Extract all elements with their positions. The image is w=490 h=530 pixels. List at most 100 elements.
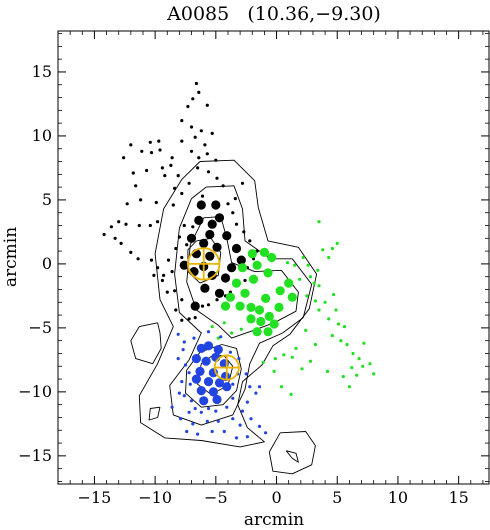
data-point-blue-large bbox=[196, 343, 206, 353]
data-point-green-small bbox=[273, 357, 277, 361]
data-point-green-small bbox=[294, 346, 298, 350]
x-tick-label: 5 bbox=[332, 488, 342, 507]
data-point-green-small bbox=[282, 353, 286, 357]
data-point-black-large bbox=[205, 251, 215, 261]
data-point-black-small bbox=[124, 222, 128, 226]
data-point-black-small bbox=[117, 220, 121, 224]
data-point-green-small bbox=[210, 325, 214, 329]
data-point-blue-small bbox=[231, 417, 235, 421]
contour-layer bbox=[130, 159, 318, 475]
data-point-black-small bbox=[145, 168, 149, 173]
data-point-green-small bbox=[321, 248, 325, 252]
data-point-black-small bbox=[169, 163, 173, 167]
chart-title: A0085 (10.36,−9.30) bbox=[166, 3, 381, 25]
data-point-blue-large bbox=[208, 387, 218, 397]
data-point-green-small bbox=[334, 308, 338, 312]
data-point-blue-small bbox=[189, 399, 194, 403]
data-point-blue-large bbox=[222, 382, 232, 392]
data-point-green-small bbox=[327, 255, 331, 260]
data-point-blue-small bbox=[245, 435, 249, 439]
data-point-green-small bbox=[312, 281, 316, 285]
data-point-black-large bbox=[205, 229, 215, 240]
y-tick-label: 5 bbox=[42, 190, 52, 209]
density-contour-8 bbox=[268, 431, 316, 475]
data-point-black-small bbox=[171, 203, 175, 207]
data-point-black-small bbox=[231, 211, 235, 215]
data-point-green-small bbox=[327, 317, 331, 321]
data-point-green-small bbox=[345, 342, 349, 347]
density-contour-9 bbox=[285, 450, 299, 463]
data-point-black-small bbox=[193, 316, 197, 320]
data-point-black-small bbox=[157, 139, 161, 143]
data-point-blue-small bbox=[264, 431, 268, 435]
data-point-black-large bbox=[186, 233, 197, 243]
data-point-black-small bbox=[102, 232, 106, 237]
data-point-black-small bbox=[199, 129, 203, 133]
data-point-black-small bbox=[191, 225, 195, 229]
data-point-green-large bbox=[252, 327, 262, 337]
data-point-green-large bbox=[269, 319, 279, 329]
data-point-black-small bbox=[166, 258, 171, 262]
data-point-blue-small bbox=[216, 419, 220, 423]
data-point-green-small bbox=[350, 366, 354, 370]
data-point-black-small bbox=[156, 266, 160, 270]
data-point-black-small bbox=[248, 239, 252, 243]
data-point-blue-small bbox=[188, 382, 192, 386]
data-point-black-small bbox=[158, 148, 162, 152]
data-point-black-small bbox=[206, 303, 211, 307]
data-point-black-small bbox=[170, 156, 174, 160]
data-point-blue-small bbox=[179, 417, 183, 421]
data-point-green-small bbox=[308, 275, 313, 279]
data-point-green-small bbox=[216, 336, 220, 340]
y-tick-label: 15 bbox=[32, 62, 52, 81]
axis-ticks: −15 −10 −5 0 5 10 15 −15 −10 −5 0 5 10 15 bbox=[18, 31, 489, 507]
data-point-blue-small bbox=[206, 406, 211, 411]
data-point-black-small bbox=[122, 156, 126, 160]
data-point-green-small bbox=[336, 322, 341, 326]
data-point-black-small bbox=[174, 308, 178, 312]
data-point-green-large bbox=[248, 274, 259, 284]
data-point-green-small bbox=[341, 374, 345, 379]
x-tick-label: −5 bbox=[204, 488, 228, 507]
data-point-black-large bbox=[199, 238, 209, 248]
data-point-blue-large bbox=[199, 396, 209, 406]
data-point-black-small bbox=[200, 304, 205, 308]
data-point-black-small bbox=[180, 255, 184, 260]
data-point-green-small bbox=[357, 357, 361, 361]
data-point-black-small bbox=[191, 97, 195, 101]
data-point-black-small bbox=[193, 135, 197, 139]
data-point-blue-small bbox=[219, 335, 223, 339]
data-point-black-small bbox=[170, 270, 174, 274]
data-point-black-small bbox=[154, 200, 158, 205]
x-axis-title: arcmin bbox=[244, 510, 304, 530]
data-point-black-large bbox=[207, 219, 217, 229]
data-point-blue-large bbox=[195, 366, 205, 376]
data-point-green-small bbox=[230, 331, 234, 335]
data-point-black-small bbox=[221, 184, 225, 188]
data-point-black-small bbox=[160, 278, 164, 283]
data-point-blue-small bbox=[238, 423, 242, 427]
data-point-green-small bbox=[239, 327, 243, 331]
data-point-green-large bbox=[259, 247, 269, 257]
data-point-black-small bbox=[234, 222, 239, 226]
data-point-black-small bbox=[200, 194, 205, 198]
data-point-blue-small bbox=[180, 380, 184, 384]
data-point-black-large bbox=[227, 263, 237, 273]
y-tick-label: 10 bbox=[32, 126, 52, 145]
data-point-black-small bbox=[206, 170, 211, 174]
data-point-blue-small bbox=[181, 348, 185, 352]
data-point-green-large bbox=[225, 292, 235, 302]
x-tick-label: −15 bbox=[78, 488, 112, 507]
y-tick-label: −10 bbox=[18, 382, 52, 401]
data-point-green-large bbox=[252, 260, 262, 270]
points-layer bbox=[102, 81, 376, 440]
data-point-black-small bbox=[194, 81, 198, 86]
data-point-blue-small bbox=[257, 424, 262, 428]
data-point-black-small bbox=[205, 103, 209, 107]
data-point-black-small bbox=[197, 90, 201, 94]
data-point-green-small bbox=[325, 369, 330, 373]
y-axis-title: arcmin bbox=[1, 227, 21, 287]
data-point-black-small bbox=[243, 278, 247, 283]
data-point-black-small bbox=[177, 235, 181, 239]
data-point-green-small bbox=[305, 294, 309, 298]
